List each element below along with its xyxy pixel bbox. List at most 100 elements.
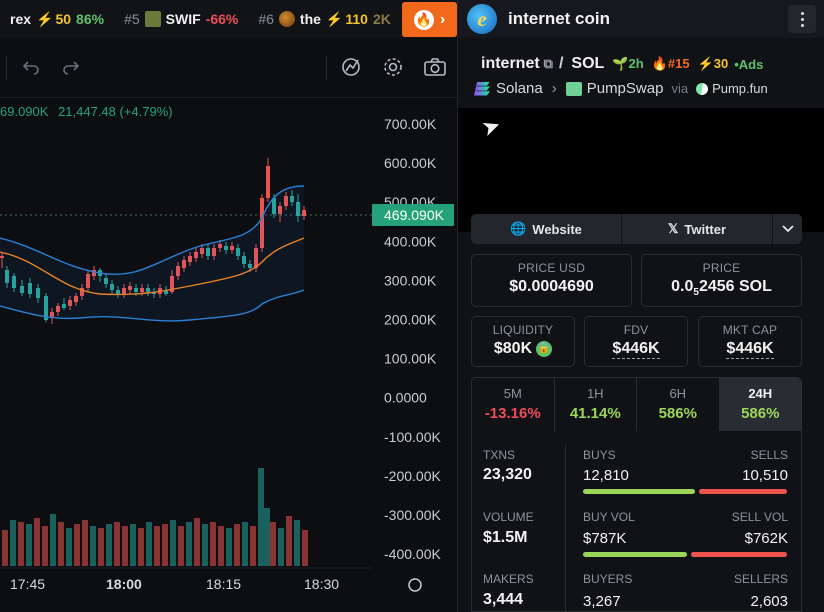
chevron-right-icon: › <box>439 10 446 28</box>
fdv-amount[interactable]: $446K <box>612 340 660 359</box>
mkt-cap-label: MKT CAP <box>722 323 778 337</box>
candle-body <box>224 246 228 250</box>
sellers-label: SELLERS <box>733 572 788 586</box>
ticker-item[interactable]: rex ⚡ 50 86% <box>10 11 104 28</box>
pill-icon <box>693 80 711 97</box>
price-sol-card: PRICE 0.052456 SOL <box>641 254 802 307</box>
sell-vol-value: $762K <box>744 530 788 547</box>
price-sol-zeros: 5 <box>693 287 699 299</box>
volume-bar <box>18 522 24 566</box>
volume-bar <box>50 514 56 566</box>
sell-vol-bar <box>691 552 787 557</box>
chain-name[interactable]: Solana <box>496 80 543 97</box>
token-avatar-icon <box>144 11 161 27</box>
tab-change: 586% <box>741 405 780 422</box>
ads-badge[interactable]: •Ads <box>734 57 763 72</box>
tab-5m[interactable]: 5M -13.16% <box>472 378 555 431</box>
redo-icon[interactable] <box>62 58 80 76</box>
camera-icon[interactable] <box>423 57 447 77</box>
chevron-right-icon: › <box>551 80 557 97</box>
chain-row: Solana › PumpSwap via Pump.fun <box>474 80 768 97</box>
moving-average-line <box>0 237 305 296</box>
volume-bar <box>66 528 72 566</box>
y-tick-label: 300.00K <box>384 272 437 288</box>
candle-body <box>254 248 258 268</box>
volume-bar <box>26 524 32 566</box>
candle-body <box>74 296 78 302</box>
tab-6h[interactable]: 6H 586% <box>637 378 720 431</box>
sellers-value: 2,603 <box>750 593 788 610</box>
candle-body <box>242 256 246 264</box>
tab-change: -13.16% <box>484 405 541 422</box>
volume-bar <box>210 522 216 566</box>
ohlc-value: 69.090K <box>0 104 49 119</box>
candlestick-chart[interactable]: 700.00K600.00K500.00K400.00K300.00K200.0… <box>0 98 457 612</box>
pair-row: internet ⧉ / SOL 🌱2h 🔥#15 ⚡30 •Ads <box>481 55 763 73</box>
txns-value: 23,320 <box>483 466 532 483</box>
volume-bar <box>82 520 88 566</box>
volume-bar <box>170 520 176 566</box>
liquidity-card: LIQUIDITY $80K 🔒 <box>471 316 575 367</box>
buys-bar <box>583 489 695 494</box>
candle-body <box>122 288 126 294</box>
lock-icon[interactable]: 🔒 <box>536 341 553 357</box>
buys-value: 12,810 <box>583 467 629 484</box>
trending-rank[interactable]: 🔥#15 <box>652 56 690 72</box>
x-tick-label: 18:30 <box>304 576 339 592</box>
x-tick-label: 18:15 <box>206 576 241 592</box>
launchpad-name[interactable]: Pump.fun <box>712 81 768 96</box>
x-tick-label: 17:45 <box>10 576 45 592</box>
mkt-cap-amount[interactable]: $446K <box>726 340 774 359</box>
chart-toolbar <box>0 38 457 98</box>
tab-1h[interactable]: 1H 41.14% <box>555 378 637 431</box>
mkt-cap-value: $446K <box>699 340 801 359</box>
candle-body <box>170 276 174 292</box>
ticker-item[interactable]: #6 the ⚡ 110 2K <box>258 11 391 28</box>
y-tick-label: 600.00K <box>384 155 437 171</box>
volume-bar <box>226 528 232 566</box>
tab-24h[interactable]: 24H 586% <box>719 378 801 431</box>
volume-bar <box>154 526 160 566</box>
candle-body <box>260 198 264 248</box>
cursor-arrow-icon: ➤ <box>478 111 504 142</box>
tab-change: 41.14% <box>569 405 621 422</box>
settings-gear-icon[interactable] <box>382 56 404 78</box>
more-options-button[interactable] <box>788 5 816 33</box>
volume-bar <box>138 528 144 566</box>
candle-body <box>92 270 96 276</box>
token-avatar-icon <box>278 11 295 27</box>
trending-ticker: rex ⚡ 50 86% #5 SWIF -66% #6 the ⚡ 110 2… <box>0 0 457 38</box>
volume-bar <box>302 530 308 566</box>
candle-body <box>290 196 294 202</box>
ads-label: Ads <box>738 56 764 72</box>
twitter-button[interactable]: 𝕏 Twitter <box>622 214 773 244</box>
y-tick-label: 700.00K <box>384 116 437 132</box>
volume-bar <box>162 524 168 566</box>
toolbar-divider <box>326 56 327 80</box>
ticker-change: 2K <box>372 11 391 27</box>
hot-pairs-button[interactable]: 🔥 › <box>402 2 457 37</box>
ticker-item[interactable]: #5 SWIF -66% <box>124 11 238 27</box>
copy-icon[interactable]: ⧉ <box>543 56 553 71</box>
volume-value: $1.5M <box>483 529 528 546</box>
candle-body <box>200 248 204 254</box>
sells-bar <box>699 489 787 494</box>
flame-icon: 🔥 <box>413 9 434 30</box>
tab-change: 586% <box>658 405 697 422</box>
candle-body <box>86 274 90 288</box>
more-links-button[interactable] <box>773 214 802 244</box>
pair-age: 🌱2h <box>612 56 643 72</box>
chevron-down-icon <box>781 225 794 233</box>
indicators-icon[interactable] <box>340 56 362 78</box>
website-button[interactable]: 🌐 Website <box>471 214 622 244</box>
undo-icon[interactable] <box>22 58 40 76</box>
price-chart[interactable]: 700.00K 600.00K 500.00K 400.00K 300.00K 200.0… <box>0 98 457 612</box>
dex-name[interactable]: PumpSwap <box>586 80 664 97</box>
candle-body <box>12 276 16 288</box>
liquidity-value: $80K 🔒 <box>472 340 574 358</box>
volume-bar <box>194 518 200 566</box>
timeframe-tabs: 5M -13.16% 1H 41.14% 6H 586% 24H 586% <box>471 377 802 431</box>
current-price-badge <box>372 204 454 226</box>
volume-bar <box>114 522 120 566</box>
boost-badge[interactable]: ⚡30 <box>698 56 729 72</box>
